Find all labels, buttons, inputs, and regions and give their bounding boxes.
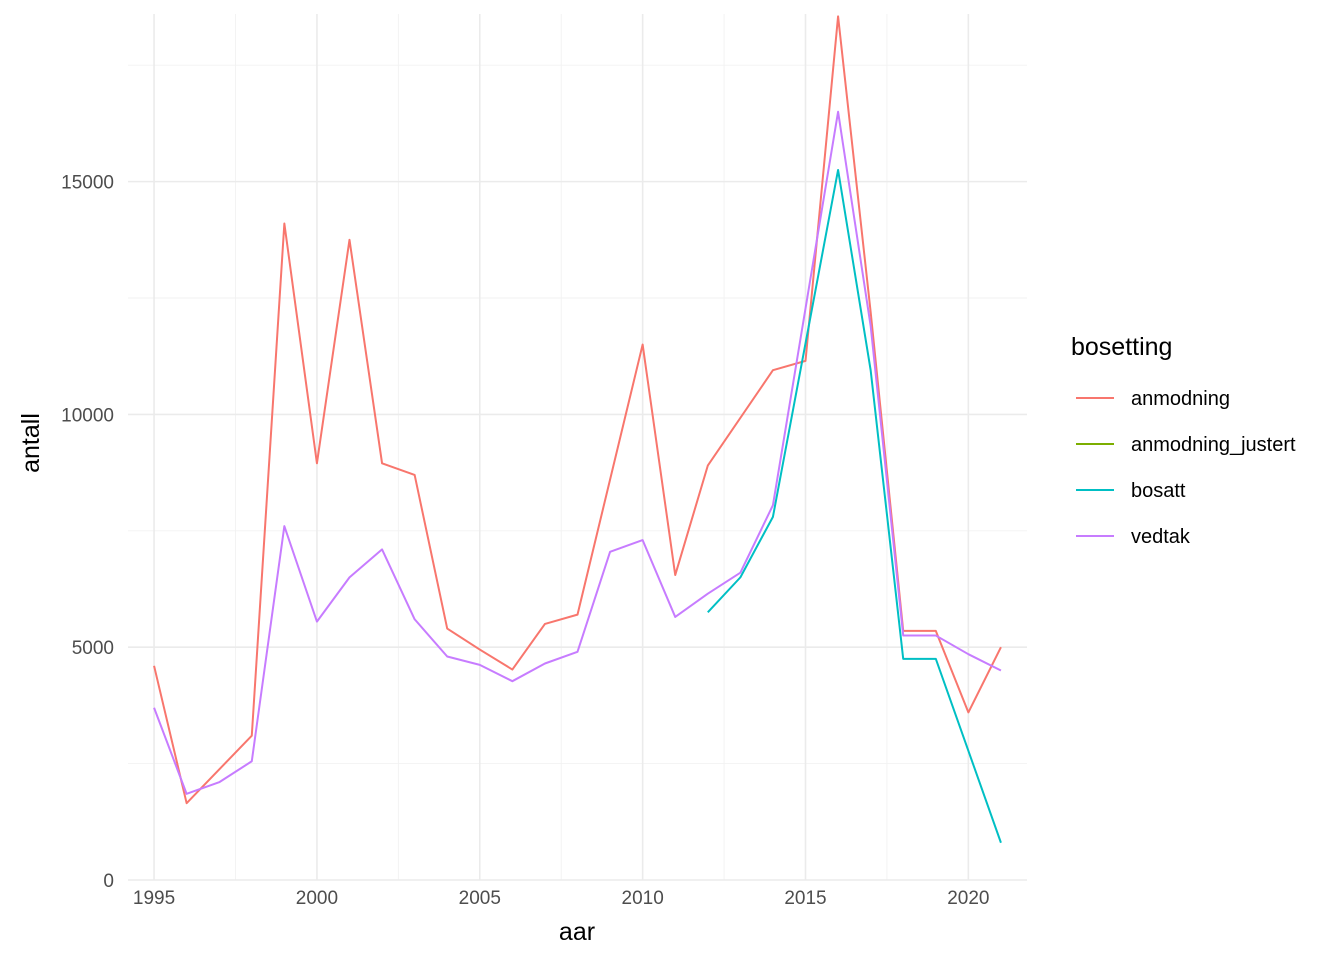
x-tick-label: 2005 — [459, 888, 501, 909]
y-tick-label: 0 — [103, 871, 114, 892]
x-tick-label: 1995 — [133, 888, 175, 909]
x-tick-label: 2000 — [296, 888, 338, 909]
y-tick-label: 5000 — [72, 638, 114, 659]
x-tick-label: 2020 — [947, 888, 989, 909]
x-tick-label: 2015 — [784, 888, 826, 909]
legend-label-anmodning-justert: anmodning_justert — [1131, 434, 1296, 456]
legend-title: bosetting — [1071, 333, 1172, 361]
y-axis-title: antall — [17, 413, 45, 473]
x-tick-label: 2010 — [622, 888, 664, 909]
series-line-bosatt — [707, 168, 1002, 844]
minor-gridlines — [128, 14, 1027, 880]
y-tick-label: 15000 — [61, 173, 114, 194]
y-tick-label: 10000 — [61, 405, 114, 426]
legend-label-bosatt: bosatt — [1131, 480, 1186, 502]
x-axis-title: aar — [559, 918, 595, 946]
series-line-anmodning — [153, 15, 1002, 805]
legend-label-vedtak: vedtak — [1131, 526, 1191, 548]
legend: bosetting anmodning anmodning_justertbosa… — [1071, 333, 1296, 548]
series-lines — [153, 15, 1002, 844]
series-line-vedtak — [153, 110, 1002, 795]
major-gridlines — [128, 14, 1027, 881]
y-axis-tick-labels: 0 5000 10000 15000 — [61, 173, 114, 892]
x-axis-tick-labels: 1995 2000 2005 2010 2015 2020 — [133, 888, 990, 909]
legend-label-anmodning: anmodning — [1131, 388, 1230, 410]
